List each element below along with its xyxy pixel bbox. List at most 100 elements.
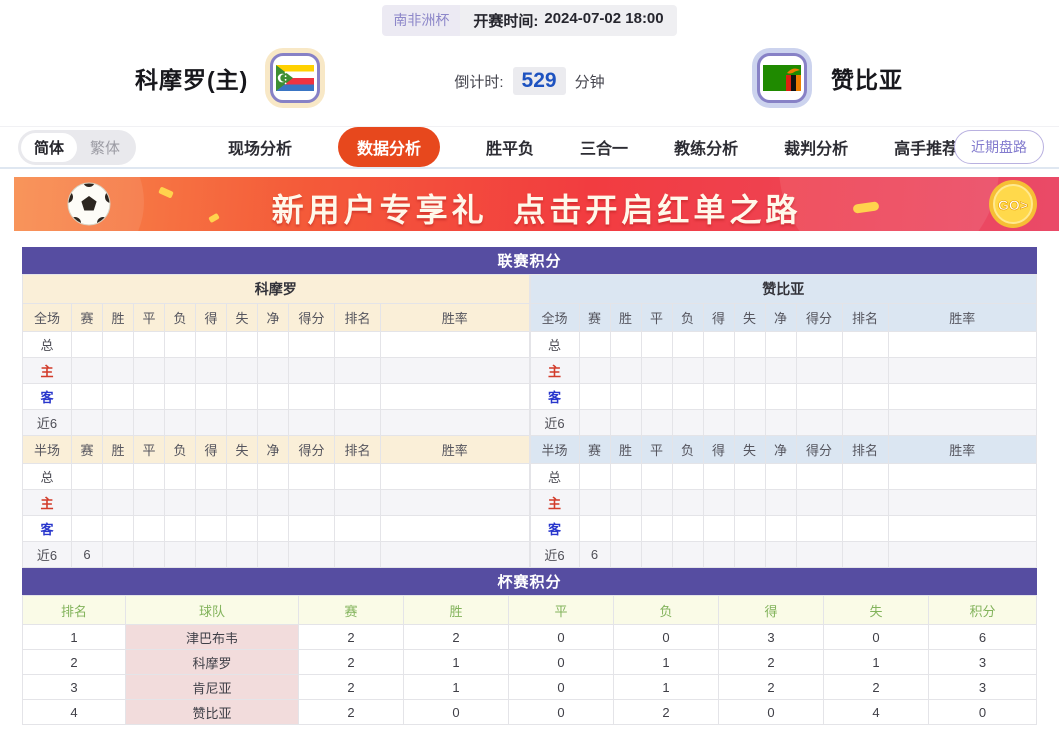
- column-label: 赛: [578, 303, 611, 332]
- table-row: 主: [529, 489, 1037, 516]
- column-label: 半场: [22, 435, 72, 464]
- tab-高手推荐[interactable]: 高手推荐: [894, 141, 959, 158]
- row-label: 总: [529, 463, 580, 490]
- league-cell: [334, 515, 381, 542]
- league-cell: [841, 515, 889, 542]
- league-cell: [226, 463, 258, 490]
- league-cell: [380, 515, 530, 542]
- league-cell: [702, 331, 735, 358]
- league-cell: [609, 541, 642, 568]
- league-cell: [609, 463, 642, 490]
- league-cell: [841, 357, 889, 384]
- cup-cell: 3: [928, 649, 1037, 675]
- lang-option-简体[interactable]: 简体: [21, 132, 78, 162]
- away-team-name: 赞比亚: [831, 67, 903, 93]
- column-label: 赛: [71, 303, 103, 332]
- league-column-header: 半场赛胜平负得失净得分 排名 胜率: [529, 435, 1037, 464]
- league-cell: [257, 541, 289, 568]
- column-label: 净: [257, 303, 289, 332]
- tab-裁判分析[interactable]: 裁判分析: [784, 141, 849, 158]
- cup-cell: 科摩罗: [125, 649, 299, 675]
- league-cell: [733, 331, 766, 358]
- row-label: 客: [529, 383, 580, 410]
- league-cell: [733, 357, 766, 384]
- countdown-label: 倒计时:: [454, 73, 504, 91]
- league-team-title: 赞比亚: [529, 274, 1037, 304]
- column-label: 半场: [529, 435, 580, 464]
- league-cell: [841, 383, 889, 410]
- league-cell: [288, 515, 335, 542]
- league-cell: [702, 463, 735, 490]
- home-team: 科摩罗(主): [135, 53, 321, 103]
- language-toggle[interactable]: 简体 繁体: [18, 129, 137, 165]
- promo-banner[interactable]: 新用户专享礼 点击开启红单之路 GO>: [14, 177, 1059, 231]
- table-row: 客: [529, 383, 1037, 410]
- cup-cell: 2: [718, 674, 824, 700]
- home-team-name: 科摩罗(主): [135, 67, 249, 93]
- league-cell: [702, 357, 735, 384]
- table-row: 4 赞比亚 2 0 0 2 0 4 0: [22, 699, 1037, 725]
- soccer-ball-icon: [66, 181, 112, 231]
- league-cell: [334, 541, 381, 568]
- tab-数据分析[interactable]: 数据分析: [338, 127, 441, 167]
- kickoff-label: 开赛时间:: [473, 12, 539, 30]
- league-cell: [841, 331, 889, 358]
- table-row: 近6: [529, 409, 1037, 436]
- table-row: 近6: [22, 409, 530, 436]
- tab-三合一[interactable]: 三合一: [580, 141, 629, 158]
- tab-胜平负[interactable]: 胜平负: [486, 141, 535, 158]
- league-cell: [71, 357, 103, 384]
- league-cell: [195, 463, 227, 490]
- tab-现场分析[interactable]: 现场分析: [228, 141, 293, 158]
- cup-cell: 3: [22, 674, 126, 700]
- go-button[interactable]: GO>: [987, 178, 1039, 231]
- league-cell: [380, 463, 530, 490]
- lang-option-繁体[interactable]: 繁体: [90, 139, 121, 157]
- league-cell: [764, 463, 797, 490]
- cup-cell: 2: [403, 624, 509, 650]
- row-label: 近6: [529, 541, 580, 568]
- cup-cell: 1: [613, 674, 719, 700]
- league-cell: [578, 357, 611, 384]
- column-label: 得: [702, 303, 735, 332]
- cup-cell: 6: [928, 624, 1037, 650]
- league-cell: [671, 489, 704, 516]
- recent-odds-button[interactable]: 近期盘路: [954, 130, 1044, 164]
- banner-text: 新用户专享礼 点击开启红单之路: [271, 192, 802, 228]
- league-cell: [887, 463, 1037, 490]
- cup-cell: 2: [613, 699, 719, 725]
- column-label: 平: [640, 303, 673, 332]
- countdown-value: 529: [512, 67, 566, 95]
- cup-cell: 2: [298, 674, 404, 700]
- cup-cell: 赞比亚: [125, 699, 299, 725]
- league-cell: [195, 331, 227, 358]
- cup-points-table: 排名 球队赛胜平负得失积分 1 津巴布韦 2 2 0 0 3 0 6 2 科摩罗 2 1 0 1 2 1 3 3 肯尼亚 2…: [22, 595, 1037, 725]
- league-cell: [764, 409, 797, 436]
- league-half-home: 科摩罗 全场赛胜平负得失净得分 排名 胜率总主客近6 半场赛胜平负得失净得分 排名 胜率总主…: [22, 274, 530, 568]
- league-cell: [795, 409, 843, 436]
- league-column-header: 全场赛胜平负得失净得分 排名 胜率: [22, 303, 530, 332]
- league-cell: [164, 541, 196, 568]
- tab-教练分析[interactable]: 教练分析: [674, 141, 739, 158]
- column-label: 负: [164, 303, 196, 332]
- league-cell: [764, 515, 797, 542]
- league-cell: [226, 331, 258, 358]
- league-cell: [257, 409, 289, 436]
- league-cell: [609, 409, 642, 436]
- league-cell: [609, 383, 642, 410]
- league-cell: [288, 383, 335, 410]
- nav-bar: 简体 繁体 现场分析 数据分析 胜平负 三合一 教练分析 裁判分析 高手推荐 近期盘路: [0, 126, 1059, 169]
- away-team: 赞比亚: [757, 53, 903, 103]
- cup-cell: 0: [718, 699, 824, 725]
- league-cell: [795, 463, 843, 490]
- league-cell: [133, 541, 165, 568]
- column-label: 胜率: [887, 303, 1037, 332]
- match-info-bar: 南非洲杯 开赛时间: 2024-07-02 18:00: [0, 0, 1059, 40]
- column-label: 得分: [795, 303, 843, 332]
- league-cell: [764, 541, 797, 568]
- team-header: 科摩罗(主) 倒计时: 529 分钟: [0, 40, 1059, 126]
- league-cell: [133, 515, 165, 542]
- row-label: 近6: [529, 409, 580, 436]
- league-cell: [887, 489, 1037, 516]
- league-cell: [887, 357, 1037, 384]
